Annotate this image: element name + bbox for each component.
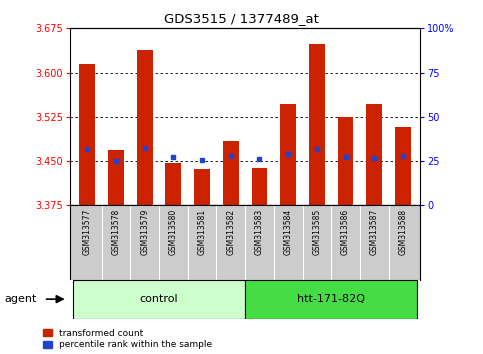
- Bar: [280, 104, 296, 205]
- Text: GSM313582: GSM313582: [226, 209, 235, 255]
- Text: control: control: [140, 294, 178, 304]
- Bar: [395, 127, 411, 205]
- Text: GSM313585: GSM313585: [313, 209, 321, 255]
- Bar: [166, 163, 181, 205]
- Text: GDS3515 / 1377489_at: GDS3515 / 1377489_at: [164, 12, 319, 25]
- Bar: [252, 168, 268, 205]
- Text: agent: agent: [5, 294, 37, 304]
- Bar: [223, 141, 239, 205]
- Bar: [245, 280, 417, 319]
- Text: GSM313578: GSM313578: [112, 209, 120, 255]
- Bar: [137, 50, 153, 205]
- Text: htt-171-82Q: htt-171-82Q: [297, 294, 365, 304]
- Text: GSM313577: GSM313577: [83, 209, 92, 256]
- Bar: [108, 150, 124, 205]
- Text: GSM313583: GSM313583: [255, 209, 264, 255]
- Text: GSM313579: GSM313579: [140, 209, 149, 256]
- Text: GSM313584: GSM313584: [284, 209, 293, 255]
- Text: GSM313587: GSM313587: [370, 209, 379, 255]
- Bar: [73, 280, 245, 319]
- Bar: [309, 44, 325, 205]
- Text: GSM313586: GSM313586: [341, 209, 350, 255]
- Legend: transformed count, percentile rank within the sample: transformed count, percentile rank withi…: [43, 329, 213, 349]
- Bar: [194, 169, 210, 205]
- Bar: [367, 104, 382, 205]
- Bar: [338, 117, 354, 205]
- Text: GSM313588: GSM313588: [398, 209, 408, 255]
- Bar: [79, 64, 95, 205]
- Text: GSM313581: GSM313581: [198, 209, 207, 255]
- Text: GSM313580: GSM313580: [169, 209, 178, 255]
